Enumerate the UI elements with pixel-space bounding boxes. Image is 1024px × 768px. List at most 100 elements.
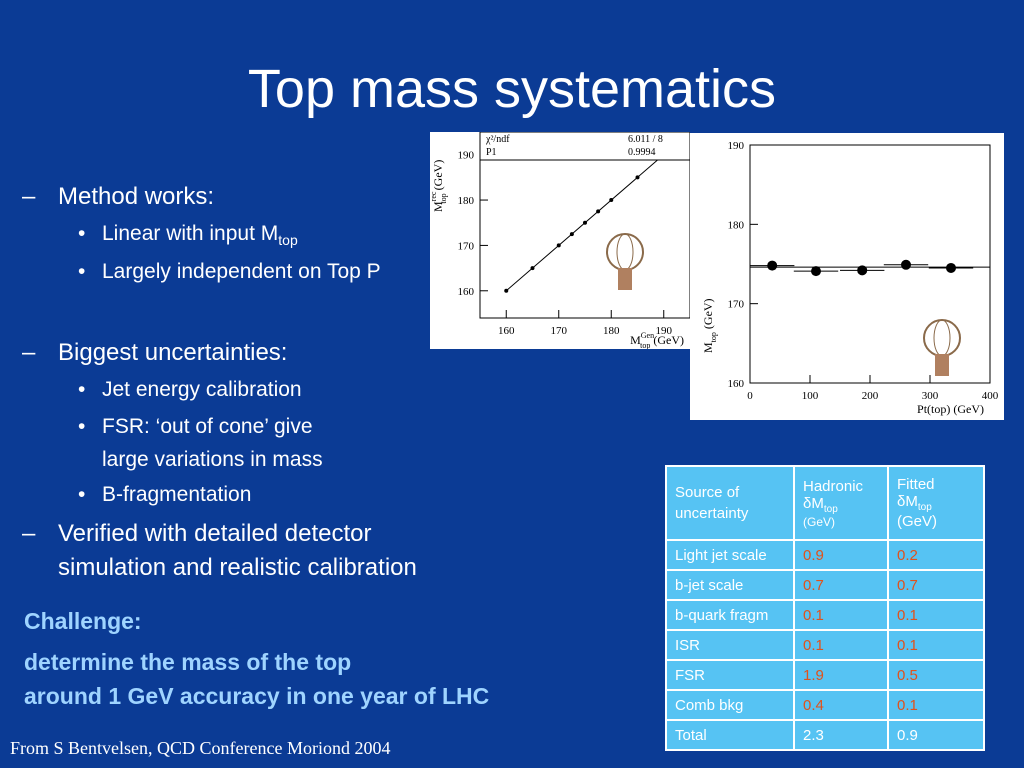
label-part: top xyxy=(709,332,718,342)
line: δMtop xyxy=(897,493,975,513)
point xyxy=(504,288,509,293)
x-tick-label: 180 xyxy=(603,325,620,337)
row: Total 2.3 0.9 xyxy=(665,719,985,751)
label-part: (GeV) xyxy=(653,333,684,347)
header-cell: Source of uncertainty xyxy=(665,465,795,541)
text: Jet energy calibration xyxy=(102,378,302,401)
y-tick-label: 180 xyxy=(728,219,745,231)
point xyxy=(530,266,535,271)
y-tick-label: 170 xyxy=(728,299,745,311)
cell: 0.5 xyxy=(887,659,985,691)
plot-pt: 0 100 200 300 400 160 170 180 190 Pt(top) (GeV) Mt… xyxy=(690,133,1004,420)
point xyxy=(596,209,601,214)
challenge-line: around 1 GeV accuracy in one year of LHC xyxy=(24,683,490,709)
cell: 0.7 xyxy=(887,569,985,601)
row: ISR 0.1 0.1 xyxy=(665,629,985,661)
row: b-jet scale 0.7 0.7 xyxy=(665,569,985,601)
cell: 0.9 xyxy=(793,539,889,571)
point xyxy=(901,259,911,270)
frame xyxy=(479,132,690,319)
dash: – xyxy=(22,520,36,547)
point xyxy=(946,262,956,273)
cell: 0.1 xyxy=(887,599,985,631)
label-part: rec xyxy=(430,191,438,201)
point xyxy=(767,260,778,271)
line: δMtop xyxy=(803,495,879,515)
cell: Total xyxy=(665,719,795,751)
label-part: Gen xyxy=(641,331,654,340)
stats-name: χ²/ndf xyxy=(485,134,510,145)
challenge-line: determine the mass of the top xyxy=(24,649,352,675)
dot: • xyxy=(78,378,86,401)
line: uncertainty xyxy=(675,505,749,522)
bullet: simulation and realistic calibration xyxy=(58,554,417,581)
label-part: top xyxy=(640,341,650,349)
cell: ISR xyxy=(665,629,795,661)
sub-bullet: large variations in mass xyxy=(102,448,323,471)
subscript: top xyxy=(917,502,932,513)
header-cell: Fitted δMtop (GeV) xyxy=(887,465,985,541)
cell: 0.7 xyxy=(793,569,889,601)
logo xyxy=(606,233,644,271)
label-part: (GeV) xyxy=(701,298,715,329)
stats-box xyxy=(479,132,690,161)
logo xyxy=(618,268,632,290)
x-axis-label: MGen top (GeV) xyxy=(630,331,684,349)
title: Top mass systematics xyxy=(247,59,777,119)
x-tick-label: 200 xyxy=(862,390,879,402)
unit: (GeV) xyxy=(803,514,836,529)
line: Source of xyxy=(675,484,740,501)
cell: Comb bkg xyxy=(665,689,795,721)
x-tick-label: 0 xyxy=(747,390,753,402)
dot: • xyxy=(78,260,86,283)
cell: b-jet scale xyxy=(665,569,795,601)
cell: 0.1 xyxy=(887,629,985,661)
point xyxy=(569,232,574,237)
label-part: M xyxy=(701,342,715,353)
x-axis-label: Pt(top) (GeV) xyxy=(917,402,984,416)
cell: 2.3 xyxy=(793,719,889,751)
text: B-fragmentation xyxy=(102,483,252,506)
subscript: top xyxy=(823,503,838,515)
text: Largely independent on Top P xyxy=(102,260,381,283)
logo xyxy=(923,319,961,357)
uncertainty-table: Source of uncertainty Hadronic δMtop (GeV) Fi… xyxy=(665,465,985,751)
y-tick-label: 180 xyxy=(458,195,475,207)
stats-value: 0.9994 xyxy=(628,147,656,158)
cell: 0.1 xyxy=(887,689,985,721)
dot: • xyxy=(78,222,86,245)
x-tick-label: 190 xyxy=(656,325,673,337)
point xyxy=(635,175,640,180)
row: Light jet scale 0.9 0.2 xyxy=(665,539,985,571)
point xyxy=(556,243,561,248)
header-row: Source of uncertainty Hadronic δMtop (GeV) Fi… xyxy=(665,465,985,541)
cell: 0.1 xyxy=(793,599,889,631)
x-tick-label: 300 xyxy=(922,390,939,402)
bullet: Biggest uncertainties: xyxy=(58,339,288,366)
x-tick-label: 100 xyxy=(802,390,819,402)
label-part: (GeV) xyxy=(431,160,445,191)
text: FSR: ‘out of cone’ give xyxy=(102,415,313,438)
symbol: δM xyxy=(897,493,918,510)
symbol: δM xyxy=(803,494,824,512)
stats-name: P1 xyxy=(486,147,497,158)
label-part: M xyxy=(630,333,641,347)
challenge-heading: Challenge: xyxy=(24,608,142,634)
label-part: Pt(top) (GeV) xyxy=(917,402,984,416)
text: Linear with input M xyxy=(102,222,279,245)
label-part: top xyxy=(439,193,448,203)
unit: (GeV) xyxy=(897,513,938,530)
line: Hadronic xyxy=(803,477,864,495)
logo xyxy=(616,233,634,271)
sub-bullet: Jet energy calibration xyxy=(102,378,302,402)
point xyxy=(857,265,868,276)
dash: – xyxy=(22,183,36,210)
row: b-quark fragm 0.1 0.1 xyxy=(665,599,985,631)
y-tick-label: 160 xyxy=(458,286,475,298)
bullet: Method works: xyxy=(58,183,215,210)
stats-value: 6.011 / 8 xyxy=(628,134,663,145)
x-tick-label: 160 xyxy=(498,325,515,337)
subscript: top xyxy=(278,232,298,249)
